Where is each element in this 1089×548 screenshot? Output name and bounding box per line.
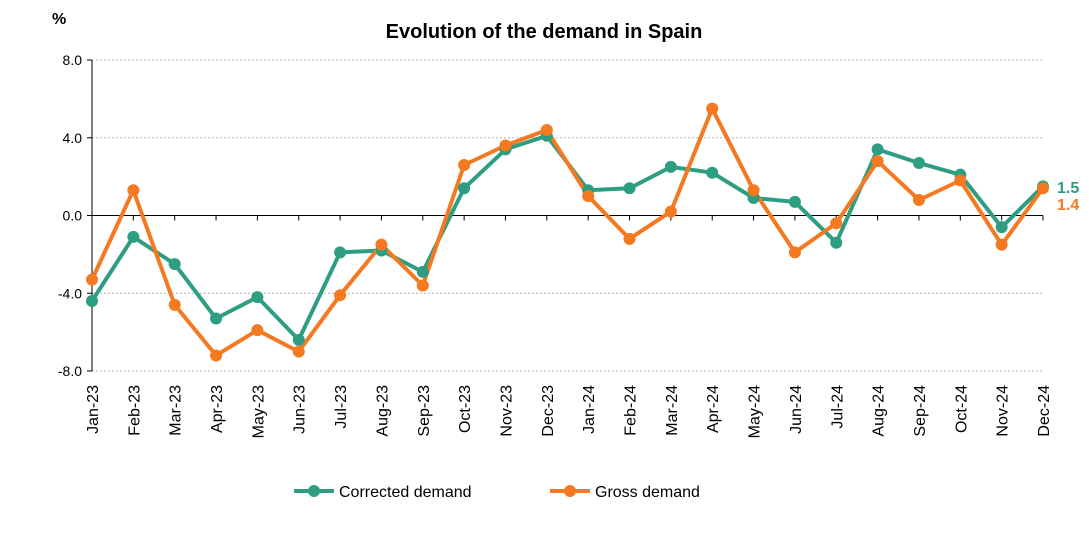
data-point-gross-demand <box>747 184 760 197</box>
data-point-gross-demand <box>912 193 925 206</box>
data-point-gross-demand <box>788 246 801 259</box>
x-tick-label: Feb-23 <box>126 385 143 436</box>
x-tick-label: Aug-24 <box>871 385 888 437</box>
x-tick-label: Sep-23 <box>416 385 433 437</box>
data-point-corrected-demand <box>458 182 471 195</box>
data-point-corrected-demand <box>210 312 223 325</box>
y-tick-label: -8.0 <box>58 363 82 379</box>
data-point-corrected-demand <box>912 157 925 170</box>
x-tick-label: Jun-24 <box>788 385 805 434</box>
legend-swatch-marker-corrected-demand <box>308 485 320 497</box>
data-point-gross-demand <box>623 232 636 245</box>
x-tick-label: May-23 <box>250 385 267 438</box>
data-point-gross-demand <box>458 158 471 171</box>
data-point-gross-demand <box>664 205 677 218</box>
data-point-corrected-demand <box>292 333 305 346</box>
y-tick-label: 4.0 <box>63 130 83 146</box>
x-tick-label: Oct-24 <box>953 385 970 433</box>
x-tick-label: Oct-23 <box>457 385 474 433</box>
data-point-gross-demand <box>706 102 719 115</box>
x-tick-label: Dec-24 <box>1036 385 1053 437</box>
data-point-corrected-demand <box>788 195 801 208</box>
data-point-corrected-demand <box>830 236 843 249</box>
data-point-gross-demand <box>168 298 181 311</box>
y-tick-label: -4.0 <box>58 285 82 301</box>
data-point-gross-demand <box>830 217 843 230</box>
data-point-corrected-demand <box>251 291 264 304</box>
data-point-corrected-demand <box>706 166 719 179</box>
legend-label-corrected-demand: Corrected demand <box>339 484 472 501</box>
data-point-gross-demand <box>1037 182 1049 195</box>
x-tick-label: Apr-24 <box>705 385 722 433</box>
x-tick-label: Jun-23 <box>292 385 309 434</box>
x-tick-label: Jan-24 <box>581 385 598 434</box>
data-point-corrected-demand <box>871 143 884 156</box>
y-tick-label: 8.0 <box>63 52 83 68</box>
data-point-gross-demand <box>995 238 1008 251</box>
series-line-gross-demand <box>90 106 1045 358</box>
data-point-gross-demand <box>540 123 553 136</box>
data-point-corrected-demand <box>664 160 677 173</box>
data-point-gross-demand <box>86 273 98 286</box>
data-point-corrected-demand <box>127 230 140 243</box>
x-tick-label: Mar-23 <box>168 385 185 436</box>
x-tick-label: Dec-23 <box>540 385 557 437</box>
data-point-gross-demand <box>871 155 884 168</box>
x-tick-label: Sep-24 <box>912 385 929 437</box>
data-point-corrected-demand <box>416 265 429 278</box>
data-point-gross-demand <box>416 279 429 292</box>
data-point-gross-demand <box>127 184 140 197</box>
data-point-gross-demand <box>375 238 388 251</box>
y-axis-unit-label: % <box>52 11 66 28</box>
x-tick-label: Jul-23 <box>333 385 350 429</box>
data-point-gross-demand <box>954 174 967 187</box>
data-point-gross-demand <box>499 139 512 152</box>
x-tick-label: Nov-24 <box>995 385 1012 437</box>
data-point-gross-demand <box>210 349 223 362</box>
data-point-corrected-demand <box>86 295 98 308</box>
x-tick-label: Jan-23 <box>85 385 102 434</box>
legend-swatch-marker-gross-demand <box>564 485 576 497</box>
x-tick-label: Mar-24 <box>664 385 681 436</box>
data-point-corrected-demand <box>168 258 181 271</box>
x-tick-label: Aug-23 <box>374 385 391 437</box>
x-tick-label: Nov-23 <box>498 385 515 437</box>
data-point-corrected-demand <box>995 221 1008 234</box>
y-tick-label: 0.0 <box>63 208 83 224</box>
data-point-corrected-demand <box>334 246 347 259</box>
data-point-gross-demand <box>334 289 347 302</box>
data-point-corrected-demand <box>623 182 636 195</box>
x-tick-label: Feb-24 <box>623 385 640 436</box>
chart-title: Evolution of the demand in Spain <box>386 21 703 43</box>
x-tick-label: Apr-23 <box>209 385 226 433</box>
data-point-gross-demand <box>292 345 305 358</box>
x-tick-label: Jul-24 <box>829 385 846 429</box>
end-label-corrected-demand: 1.5 <box>1057 180 1079 197</box>
x-tick-label: May-24 <box>747 385 764 438</box>
data-point-gross-demand <box>251 324 264 337</box>
legend-label-gross-demand: Gross demand <box>595 484 700 501</box>
data-point-gross-demand <box>582 190 595 203</box>
end-label-gross-demand: 1.4 <box>1057 197 1079 214</box>
